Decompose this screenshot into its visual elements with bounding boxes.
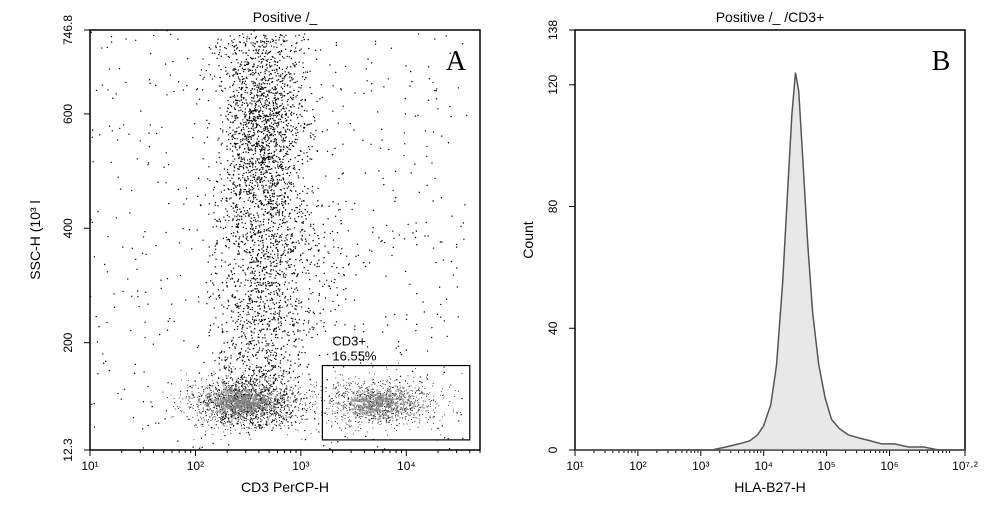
panel-a-label: A: [446, 46, 467, 77]
scatter-points: [90, 30, 468, 451]
y-tick-label: 400: [61, 218, 75, 238]
y-tick-label: 0: [546, 446, 560, 453]
x-tick-label: 10⁴: [397, 459, 416, 473]
histogram-curve: [575, 73, 965, 450]
panel-a-xlabel: CD3 PerCP-H: [241, 479, 329, 495]
x-tick-label: 10²: [629, 459, 646, 473]
dense-overlay: [188, 379, 428, 422]
x-tick-label: 10³: [692, 459, 709, 473]
figure-container: Positive /_ A 10¹ 10² 10³ 10⁴ CD3 PerCP-H 12.3 2…: [0, 0, 1000, 519]
y-tick-label: 40: [546, 321, 560, 335]
y-tick-label: 200: [61, 332, 75, 352]
panel-b-xlabel: HLA-B27-H: [734, 479, 806, 495]
x-tick-label: 10⁴: [754, 459, 773, 473]
x-tick-label: 10⁶: [880, 459, 898, 473]
x-tick-label: 10²: [187, 459, 204, 473]
panel-b-border: [575, 30, 965, 450]
gate-percent: 16.55%: [332, 349, 377, 364]
y-tick-label: 12.3: [61, 438, 75, 462]
panel-a-ylabel: SSC-H (10³ l: [27, 200, 43, 279]
y-tick-label: 80: [546, 200, 560, 214]
y-tick-label: 746.8: [61, 15, 75, 45]
x-tick-label: 10³: [292, 459, 309, 473]
panel-b-title: Positive /_ /CD3+: [716, 9, 825, 25]
chart-svg: Positive /_ A 10¹ 10² 10³ 10⁴ CD3 PerCP-H 12.3 2…: [0, 0, 1000, 519]
y-tick-label: 600: [61, 104, 75, 124]
x-tick-label: 10⁷·²: [952, 459, 978, 473]
x-tick-label: 10¹: [566, 459, 583, 473]
panel-b-ylabel: Count: [520, 221, 536, 258]
panel-b-label: B: [932, 46, 951, 77]
x-tick-label: 10⁵: [817, 459, 835, 473]
gate-label: CD3+: [332, 334, 366, 349]
y-tick-label: 138: [546, 20, 560, 40]
panel-a-title: Positive /_: [253, 9, 318, 25]
x-tick-label: 10¹: [81, 459, 98, 473]
y-tick-label: 120: [546, 74, 560, 94]
